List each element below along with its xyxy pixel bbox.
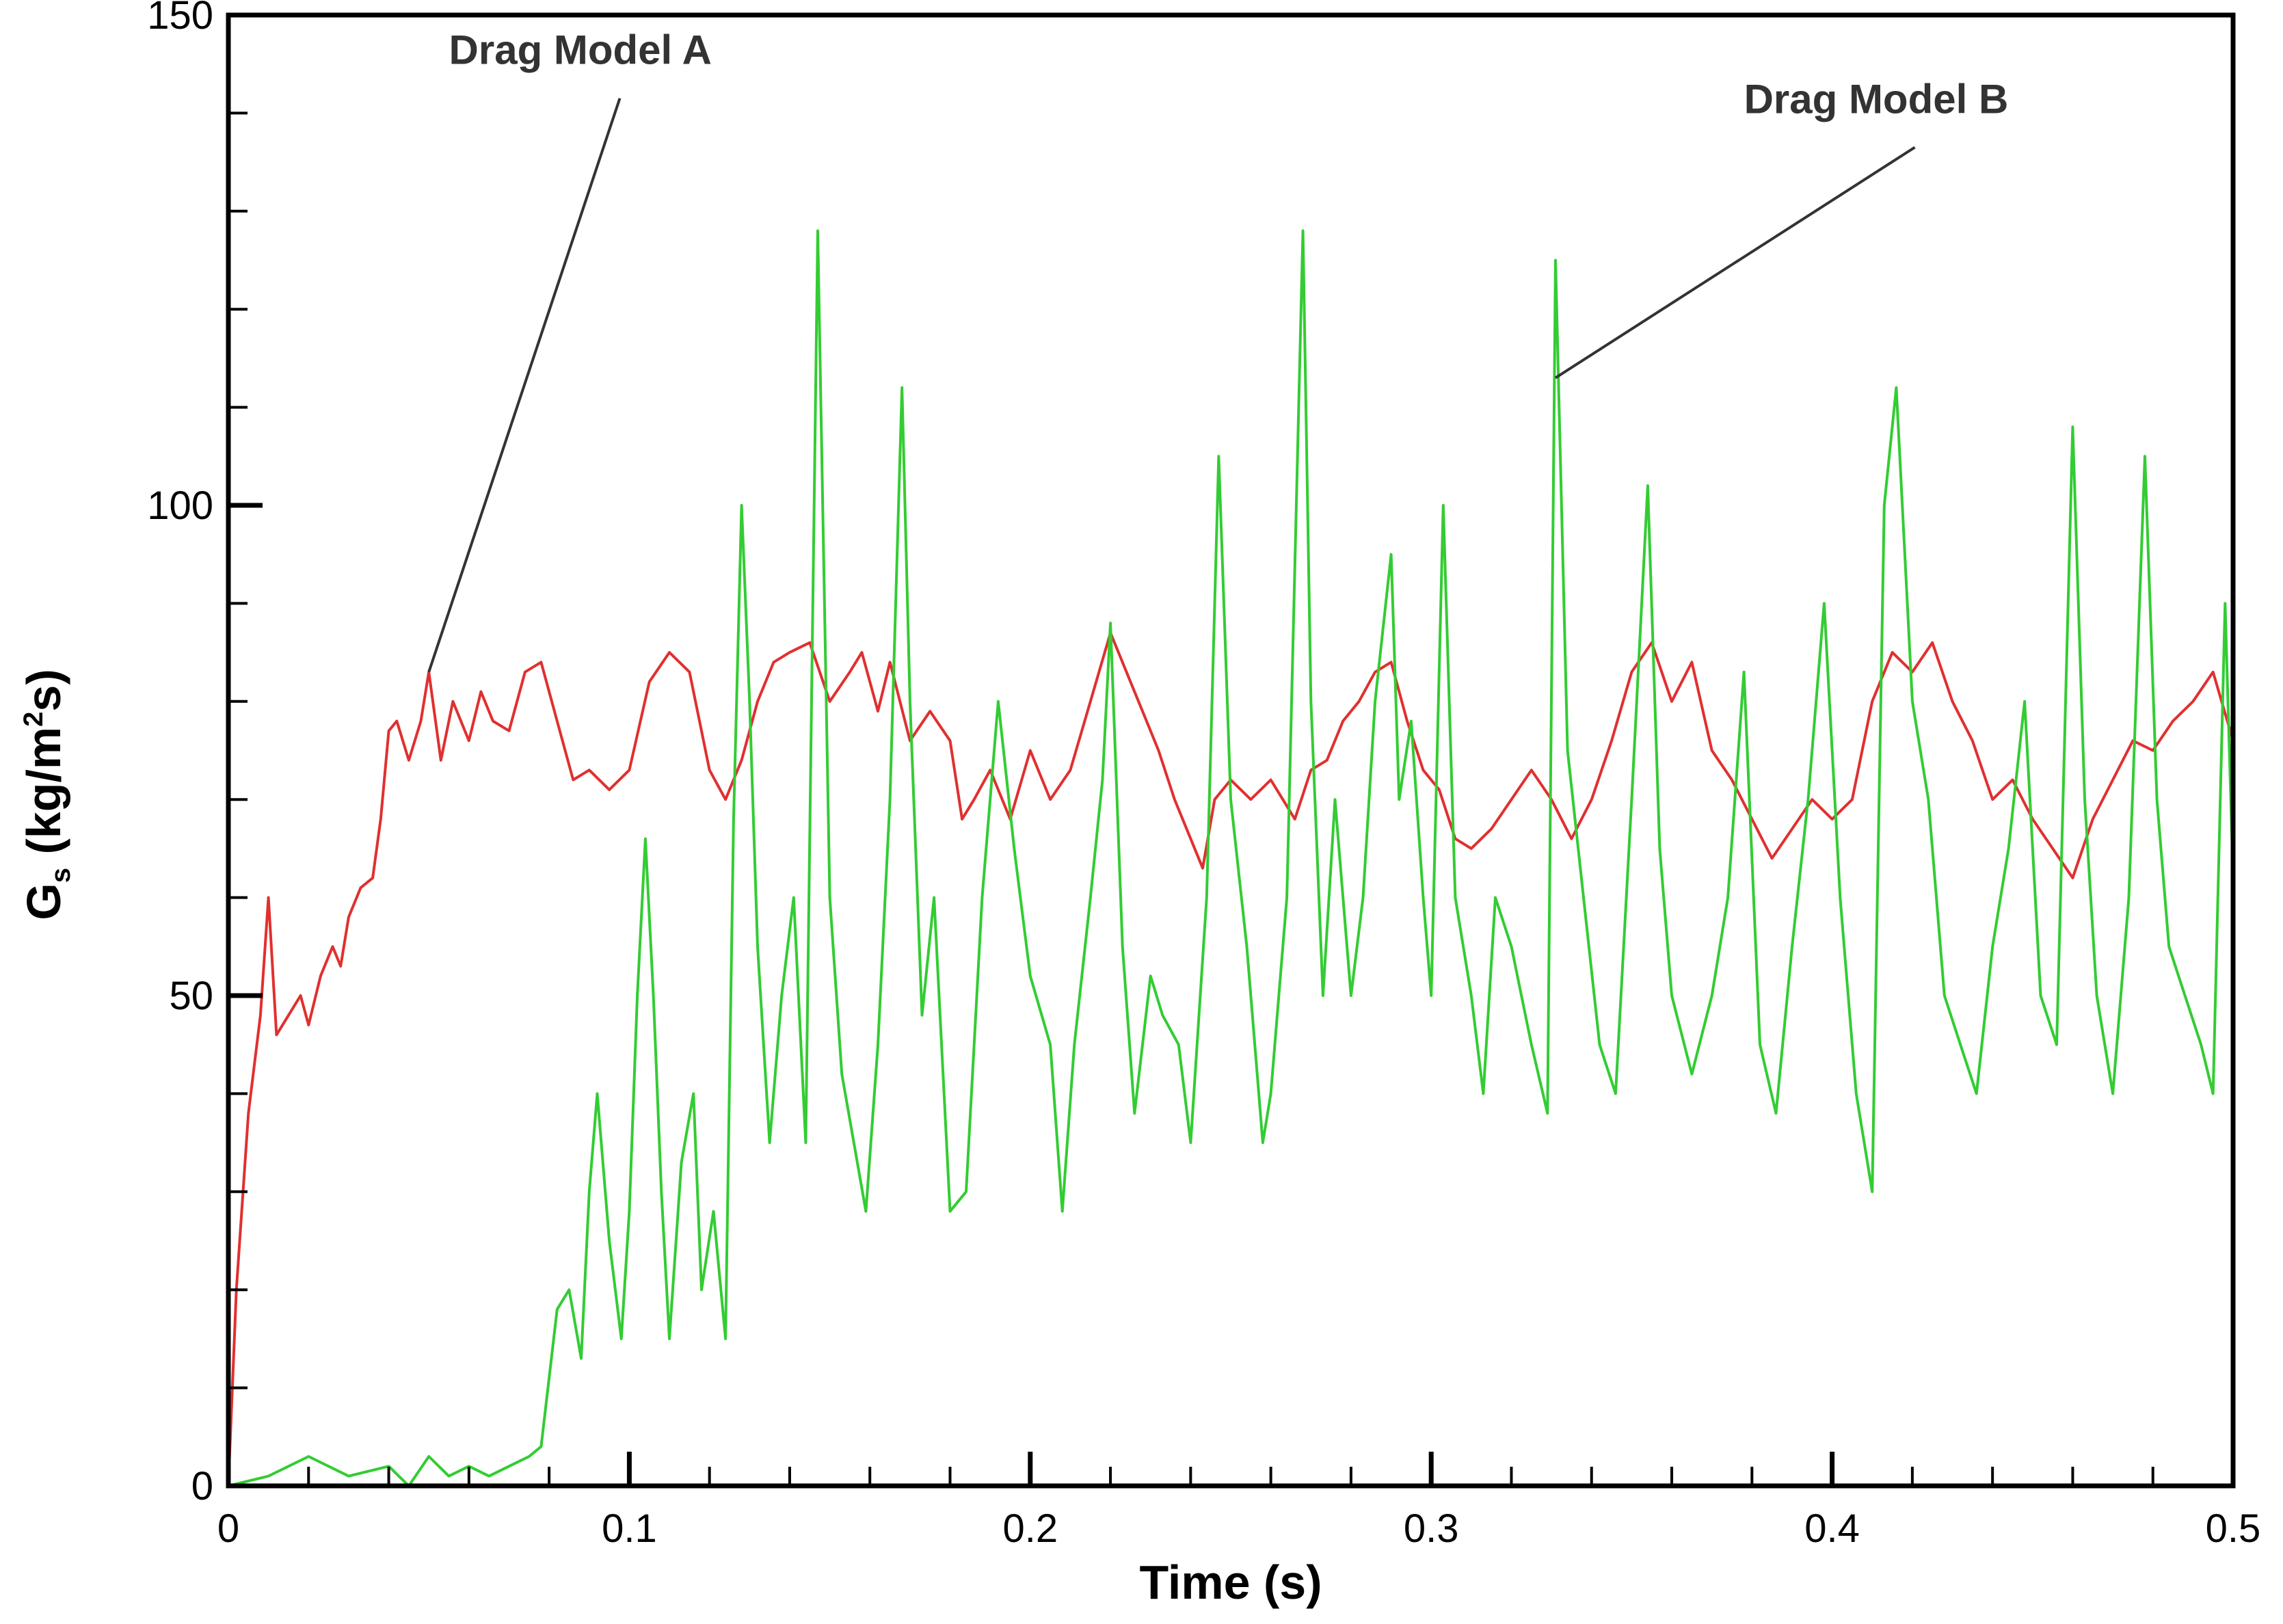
y-axis-title-subscript: s bbox=[46, 868, 76, 883]
tick-layer bbox=[226, 12, 2236, 1489]
y-tick-label: 100 bbox=[147, 483, 213, 528]
annotation-label-drag-model-b: Drag Model B bbox=[1744, 76, 2009, 122]
x-tick-label: 0.3 bbox=[1404, 1506, 1459, 1551]
y-tick-label: 50 bbox=[169, 974, 213, 1018]
y-axis-title-units-end: s) bbox=[17, 669, 70, 711]
annotation-layer: Drag Model A Drag Model B bbox=[427, 27, 2009, 673]
annotation-label-drag-model-a: Drag Model A bbox=[449, 27, 712, 73]
x-tick-label: 0 bbox=[217, 1506, 239, 1551]
x-tick-label: 0.4 bbox=[1804, 1506, 1860, 1551]
annotation-leader-drag-model-b bbox=[1554, 146, 1916, 380]
series-layer bbox=[227, 229, 2234, 1487]
series-line-drag-model-a bbox=[227, 631, 2234, 1487]
y-tick-label: 0 bbox=[191, 1464, 213, 1508]
x-tick-label: 0.1 bbox=[602, 1506, 657, 1551]
plot-frame bbox=[226, 12, 2236, 1489]
x-tick-label: 0.5 bbox=[2206, 1506, 2261, 1551]
x-axis-title: Time (s) bbox=[1139, 1556, 1322, 1609]
y-axis-title: Gs (kg/m2s) bbox=[17, 669, 76, 920]
tick-label-layer: 0 0.1 0.2 0.3 0.4 0.5 0 50 100 150 bbox=[147, 0, 2260, 1551]
y-tick-label: 150 bbox=[147, 0, 213, 38]
y-axis-title-main: G bbox=[17, 883, 70, 920]
annotation-leader-drag-model-a bbox=[427, 98, 622, 673]
x-tick-label: 0.2 bbox=[1002, 1506, 1058, 1551]
y-axis-title-superscript: 2 bbox=[18, 712, 49, 727]
y-axis-title-units: (kg/m bbox=[17, 727, 70, 868]
series-line-drag-model-b bbox=[228, 229, 2234, 1487]
